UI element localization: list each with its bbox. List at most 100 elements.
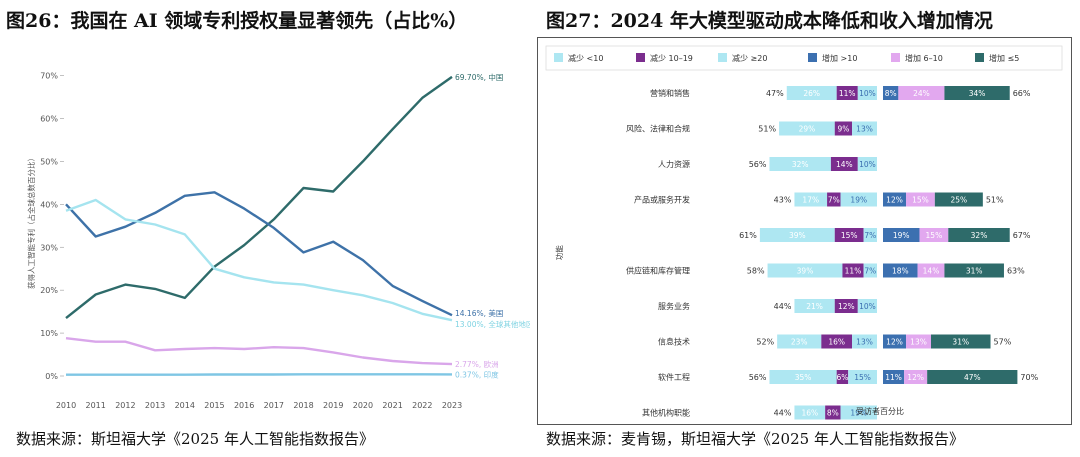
decrease-segment-label: 13% — [856, 338, 873, 347]
decrease-segment-label: 17% — [802, 196, 819, 205]
y-axis-label: 功能 — [554, 245, 564, 260]
series-end-label: 0.37%, 印度 — [455, 369, 499, 379]
decrease-bar-segment — [863, 228, 877, 242]
y-tick-label: 30% — [40, 243, 58, 252]
decrease-total-label: 44% — [774, 302, 792, 311]
decrease-bar-segment — [825, 405, 841, 420]
series-end-label: 13.00%, 全球其他地区 — [455, 319, 530, 329]
decrease-total-label: 51% — [758, 125, 776, 134]
cost-revenue-bar-chart: 减少 <10 减少 10–19 减少 ≥20 增加 >10 增加 6–10 增加 ≤5 营销… — [545, 45, 1063, 420]
decrease-total-label: 52% — [756, 338, 774, 347]
decrease-segment-label: 6% — [836, 373, 848, 382]
category-label: 软件工程 — [658, 372, 690, 382]
decrease-bar-segment — [863, 263, 877, 278]
legend-label: 减少 10–19 — [650, 53, 693, 63]
decrease-segment-label: 10% — [859, 160, 876, 169]
x-tick-label: 2014 — [175, 401, 195, 410]
increase-segment-label: 12% — [886, 338, 903, 347]
decrease-bar-segment — [836, 370, 849, 384]
series-end-label: 2.77%, 欧洲 — [455, 359, 499, 369]
decrease-segment-label: 8% — [827, 409, 839, 418]
decrease-segment-label: 11% — [839, 89, 856, 98]
decrease-total-label: 43% — [774, 196, 792, 205]
increase-segment-label: 11% — [885, 373, 902, 382]
decrease-segment-label: 26% — [803, 89, 820, 98]
decrease-bar-segment — [848, 370, 877, 384]
decrease-bar-segment — [786, 86, 837, 100]
x-tick-label: 2022 — [412, 401, 432, 410]
decrease-segment-label: 19% — [850, 409, 867, 418]
x-tick-label: 2011 — [86, 401, 106, 410]
series-line-1 — [65, 75, 453, 320]
decrease-segment-label: 15% — [841, 231, 858, 240]
increase-bar-segment — [883, 263, 918, 278]
decrease-bar-segment — [769, 157, 831, 171]
decrease-bar-segment — [852, 121, 877, 136]
x-tick-label: 2018 — [293, 401, 313, 410]
decrease-bar-segment — [857, 157, 877, 171]
category-label: 信息技术 — [658, 337, 690, 347]
x-tick-label: 2023 — [442, 401, 462, 410]
increase-bar-segment — [883, 228, 920, 242]
increase-total-label: 51% — [986, 196, 1004, 205]
increase-bar-segment — [944, 86, 1010, 100]
legend-swatch — [891, 53, 900, 62]
increase-segment-label: 13% — [910, 338, 927, 347]
decrease-bar-segment — [840, 192, 877, 207]
increase-bar-segment — [883, 334, 907, 349]
increase-segment-label: 47% — [964, 373, 981, 382]
increase-segment-label: 25% — [951, 196, 968, 205]
decrease-bar-segment — [779, 121, 835, 136]
category-label: 风险、法律和合规 — [626, 124, 690, 134]
left-source-note: 数据来源：斯坦福大学《2025 年人工智能指数报告》 — [16, 430, 374, 448]
decrease-segment-label: 15% — [854, 373, 871, 382]
increase-segment-label: 14% — [923, 267, 940, 276]
left-figure-title: 图26：我国在 AI 领域专利授权量显著领先（占比%） — [6, 10, 468, 32]
decrease-segment-label: 19% — [850, 196, 867, 205]
patent-share-line-chart: 0% 10% 20% 30% 40% 50% 60% 70% 2010 2011 2012 2013 2… — [26, 72, 534, 410]
y-tick-label: 60% — [40, 115, 58, 124]
increase-segment-label: 12% — [886, 196, 903, 205]
increase-bar-segment — [927, 370, 1018, 384]
legend-label: 减少 <10 — [568, 53, 603, 63]
decrease-segment-label: 21% — [806, 302, 823, 311]
decrease-total-label: 47% — [766, 89, 784, 98]
x-tick-label: 2015 — [204, 401, 224, 410]
decrease-bar-segment — [834, 299, 858, 313]
decrease-bar-segment — [857, 299, 877, 313]
legend-label: 减少 ≥20 — [732, 53, 767, 63]
decrease-segment-label: 39% — [797, 267, 814, 276]
y-axis-label: 获得人工智能专利（占全球总数百分比） — [26, 154, 36, 289]
legend-swatch — [636, 53, 645, 62]
right-figure-title: 图27：2024 年大模型驱动成本降低和收入增加情况 — [546, 10, 993, 32]
increase-segment-label: 12% — [907, 373, 924, 382]
legend-swatch — [554, 53, 563, 62]
increase-segment-label: 15% — [926, 231, 943, 240]
series-end-label: 69.70%, 中国 — [455, 72, 503, 82]
increase-total-label: 67% — [1013, 231, 1031, 240]
decrease-bar-segment — [827, 192, 841, 207]
increase-segment-label: 18% — [892, 267, 909, 276]
decrease-segment-label: 14% — [836, 160, 853, 169]
decrease-segment-label: 11% — [845, 267, 862, 276]
increase-bar-segment — [948, 228, 1010, 242]
x-tick-label: 2021 — [382, 401, 402, 410]
right-source-note: 数据来源：麦肯锡，斯坦福大学《2025 年人工智能指数报告》 — [546, 430, 964, 448]
decrease-total-label: 61% — [739, 231, 757, 240]
increase-bar-segment — [906, 334, 931, 349]
category-label: 供应链和库存管理 — [626, 266, 690, 276]
category-label: 营销和销售 — [650, 88, 690, 98]
decrease-segment-label: 7% — [864, 267, 876, 276]
x-tick-label: 2020 — [353, 401, 373, 410]
y-tick-label: 0% — [45, 372, 58, 381]
decrease-segment-label: 10% — [859, 89, 876, 98]
decrease-bar-segment — [830, 157, 858, 171]
increase-total-label: 63% — [1007, 267, 1025, 276]
legend-label: 增加 6–10 — [905, 53, 943, 63]
decrease-segment-label: 32% — [792, 160, 809, 169]
increase-bar-segment — [883, 370, 905, 384]
decrease-segment-label: 7% — [828, 196, 840, 205]
series-line-3 — [65, 198, 453, 322]
decrease-total-label: 44% — [774, 409, 792, 418]
increase-segment-label: 19% — [893, 231, 910, 240]
